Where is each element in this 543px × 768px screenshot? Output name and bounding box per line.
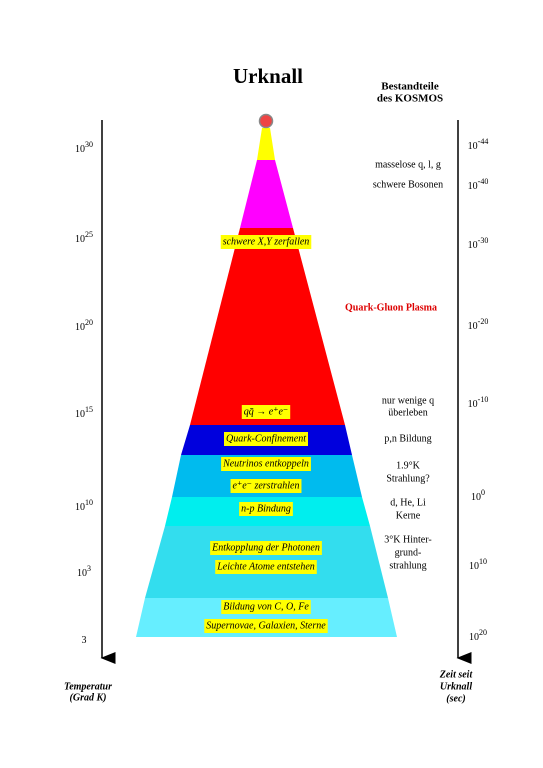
tick-label: 3	[82, 635, 87, 646]
tick-exponent: 25	[85, 230, 93, 239]
label-box	[224, 432, 308, 446]
axis-title: Temperatur	[64, 681, 112, 692]
tick-base: 10	[75, 502, 85, 513]
tick-exponent: -20	[478, 317, 489, 326]
tick-base: 10	[75, 409, 85, 420]
tick-label: 1015	[75, 405, 93, 420]
axis-title: (Grad K)	[70, 692, 107, 703]
tick-label: 1030	[75, 140, 93, 155]
tick-exponent: 30	[85, 140, 93, 149]
tick-exponent: -10	[478, 395, 489, 404]
tick-base: 10	[468, 240, 478, 251]
tick-label: 1010	[469, 557, 487, 572]
label-box	[239, 502, 293, 516]
annotation: p,n Bildung	[384, 433, 431, 444]
pyramid	[136, 113, 397, 637]
tick-base: 10	[468, 141, 478, 152]
annotation: Quark-Gluon Plasma	[345, 302, 437, 313]
label-box	[220, 235, 312, 249]
tick-label: 1025	[75, 230, 93, 245]
tick-exponent: -44	[478, 137, 489, 146]
heading: des KOSMOS	[377, 93, 443, 105]
tick-label: 10-10	[468, 395, 489, 410]
axis-title: Zeit seit	[439, 669, 474, 680]
axis-title: Urknall	[440, 681, 472, 692]
tick-label: 10-44	[468, 137, 489, 152]
label-box	[221, 600, 311, 614]
annotation: Kerne	[396, 510, 421, 521]
tick-base: 10	[77, 568, 87, 579]
label-box	[210, 541, 322, 555]
tick-label: 100	[471, 488, 485, 503]
tick-exponent: 10	[85, 498, 93, 507]
tick-exponent: -30	[478, 236, 489, 245]
tick-base: 3	[82, 635, 87, 646]
annotation: Strahlung?	[386, 473, 430, 484]
axis-title: (sec)	[446, 693, 465, 704]
annotation: strahlung	[389, 560, 426, 571]
annotation: 3°K Hinter-	[384, 534, 431, 545]
epoch-label: Leichte Atome entstehen	[216, 561, 315, 572]
tick-exponent: -40	[478, 177, 489, 186]
tick-label: 1010	[75, 498, 93, 513]
tick-label: 10-20	[468, 317, 489, 332]
epoch-label: Neutrinos entkoppeln	[222, 458, 309, 469]
epoch-label: Entkopplung der Photonen	[211, 542, 320, 553]
tick-label: 10-40	[468, 177, 489, 192]
epoch-label: Quark-Confinement	[226, 433, 306, 444]
epoch-label: n-p Bindung	[241, 503, 291, 514]
epoch-label: e⁺e⁻ zerstrahlen	[233, 480, 300, 491]
tick-exponent: 20	[479, 628, 487, 637]
label-box	[241, 405, 291, 419]
tick-label: 10-30	[468, 236, 489, 251]
label-box	[204, 619, 328, 633]
annotation: 1.9°K	[396, 460, 420, 471]
epoch-label: Supernovae, Galaxien, Sterne	[206, 620, 326, 631]
epoch-label: qq̄ → e⁺e⁻	[244, 406, 288, 417]
tick-base: 10	[75, 144, 85, 155]
label-box	[215, 560, 317, 574]
label-box	[230, 479, 302, 493]
tick-exponent: 10	[479, 557, 487, 566]
tick-base: 10	[469, 561, 479, 572]
epoch-label: Bildung von C, O, Fe	[223, 601, 309, 612]
annotation: schwere Bosonen	[373, 179, 443, 190]
tick-base: 10	[468, 321, 478, 332]
label-box	[221, 457, 311, 471]
tick-base: 10	[468, 181, 478, 192]
tick-base: 10	[75, 234, 85, 245]
tick-base: 10	[75, 322, 85, 333]
heading: Bestandteile	[381, 81, 439, 93]
tick-base: 10	[468, 399, 478, 410]
tick-exponent: 3	[87, 564, 91, 573]
tick-base: 10	[469, 632, 479, 643]
tick-base: 10	[471, 492, 481, 503]
tick-exponent: 0	[481, 488, 485, 497]
annotation: nur wenige q	[382, 395, 434, 406]
tick-label: 1020	[469, 628, 487, 643]
title: Urknall	[233, 64, 303, 88]
annotation: masselose q, l, g	[375, 159, 441, 170]
tick-exponent: 20	[85, 318, 93, 327]
tick-exponent: 15	[85, 405, 93, 414]
annotation: grund-	[395, 547, 422, 558]
tick-label: 103	[77, 564, 91, 579]
annotation: überleben	[388, 407, 427, 418]
tick-label: 1020	[75, 318, 93, 333]
annotation: d, He, Li	[390, 497, 426, 508]
epoch-label: schwere X,Y zerfallen	[223, 236, 310, 247]
